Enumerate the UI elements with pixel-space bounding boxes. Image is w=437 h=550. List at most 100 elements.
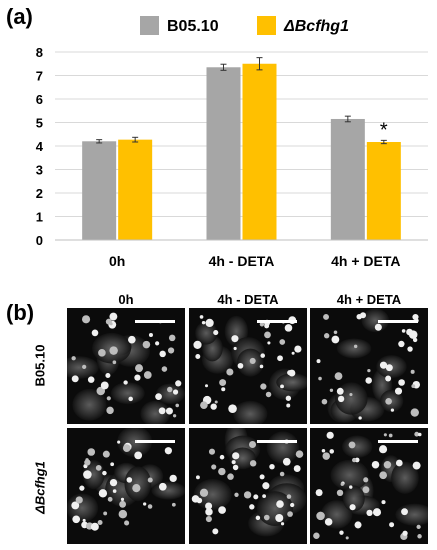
panel-label-b: (b) xyxy=(6,300,35,325)
y-tick-label: 7 xyxy=(36,69,43,84)
micrograph-b0510-0h xyxy=(67,308,185,424)
bar xyxy=(206,67,241,241)
scale-bar xyxy=(378,440,418,443)
nucleus xyxy=(291,351,295,355)
nucleus xyxy=(326,431,334,439)
nucleus xyxy=(322,452,330,460)
nucleus xyxy=(249,440,257,449)
nucleus xyxy=(284,324,293,332)
nucleus xyxy=(71,501,80,510)
micrograph-row-label-b0510: B05.10 xyxy=(32,344,48,387)
nucleus xyxy=(82,364,87,369)
cell xyxy=(266,431,300,464)
nucleus xyxy=(324,518,333,526)
nucleus xyxy=(287,370,293,376)
nucleus xyxy=(374,323,382,331)
micrograph-deletion-4h-plus-deta xyxy=(310,428,428,544)
nucleus xyxy=(323,333,330,339)
y-tick-label: 5 xyxy=(36,116,43,131)
y-tick-label: 3 xyxy=(36,163,43,178)
nucleus xyxy=(218,506,226,514)
nucleus xyxy=(205,318,214,328)
nucleus xyxy=(112,360,117,365)
micrograph-column-header-4h-plus-deta: 4h + DETA xyxy=(336,292,402,307)
nucleus xyxy=(164,447,172,455)
nucleus xyxy=(195,475,200,480)
nucleus xyxy=(279,471,285,477)
nucleus xyxy=(212,528,219,535)
nucleus xyxy=(331,335,340,344)
nucleus xyxy=(329,388,334,392)
nucleus xyxy=(402,530,408,536)
nucleus xyxy=(410,408,419,417)
nucleus xyxy=(132,484,141,493)
nucleus xyxy=(287,511,293,517)
nucleus xyxy=(231,335,239,343)
nucleus xyxy=(259,474,265,480)
nucleus xyxy=(106,406,114,415)
scale-bar xyxy=(135,320,175,323)
nucleus xyxy=(124,520,130,526)
nucleus xyxy=(219,379,227,387)
nucleus xyxy=(411,384,416,389)
nucleus xyxy=(349,392,353,397)
nucleus xyxy=(294,345,302,353)
nucleus xyxy=(161,366,168,372)
nucleus xyxy=(134,451,143,460)
nucleus xyxy=(401,329,406,333)
bar xyxy=(330,118,365,240)
nucleus xyxy=(260,383,267,390)
nucleus xyxy=(282,457,291,466)
cell xyxy=(193,479,232,511)
micrograph-texture xyxy=(313,431,428,541)
y-tick-label: 6 xyxy=(36,92,43,107)
micrograph-texture xyxy=(191,428,307,537)
cell xyxy=(67,493,99,523)
nucleus xyxy=(205,384,209,388)
nucleus xyxy=(262,494,267,498)
nucleus xyxy=(175,403,180,408)
nucleus xyxy=(345,536,349,540)
nucleus xyxy=(208,448,216,455)
nucleus xyxy=(155,393,162,400)
nucleus xyxy=(390,408,395,412)
nucleus xyxy=(339,530,344,535)
nucleus xyxy=(128,396,133,402)
nucleus xyxy=(118,509,128,519)
nucleus xyxy=(249,357,256,364)
nucleus xyxy=(379,445,388,454)
nucleus xyxy=(81,315,91,324)
nucleus xyxy=(143,502,147,506)
nucleus xyxy=(259,322,265,327)
nucleus xyxy=(401,508,408,516)
nucleus xyxy=(109,312,118,321)
legend-label: ΔBcfhg1 xyxy=(283,18,349,35)
nucleus xyxy=(109,478,118,487)
nucleus xyxy=(333,330,338,335)
nucleus xyxy=(276,500,284,508)
nucleus xyxy=(279,339,286,345)
y-tick-label: 0 xyxy=(36,233,43,248)
nucleus xyxy=(123,380,128,385)
nucleus xyxy=(366,509,373,517)
nucleus xyxy=(218,467,226,476)
nucleus xyxy=(295,450,304,458)
nucleus xyxy=(232,452,240,460)
nucleus xyxy=(199,488,209,497)
nucleus xyxy=(277,355,283,362)
nucleus xyxy=(169,474,177,483)
nucleus xyxy=(211,464,217,470)
nucleus xyxy=(321,398,328,405)
scale-bar xyxy=(257,440,297,443)
nucleus xyxy=(349,485,353,489)
nucleus xyxy=(253,494,259,500)
nucleus xyxy=(417,534,422,539)
nucleus xyxy=(106,396,111,401)
micrograph-deletion-4h-minus-deta xyxy=(189,428,307,544)
nucleus xyxy=(329,449,335,454)
micrograph-deletion-0h xyxy=(67,428,185,544)
nucleus xyxy=(383,461,392,469)
nucleus xyxy=(313,532,320,540)
micrograph-texture xyxy=(193,315,307,424)
nucleus xyxy=(75,496,83,504)
